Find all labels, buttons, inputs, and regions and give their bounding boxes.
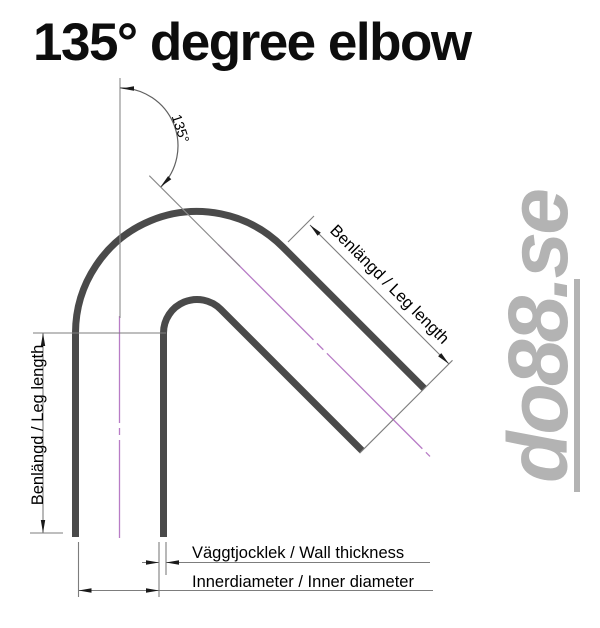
- diagonal-leg-centerline: [217, 243, 431, 457]
- angle-arc-bottom-arrow-icon: [160, 176, 172, 187]
- inner-diameter-dimension: Innerdiameter / Inner diameter: [77, 542, 433, 597]
- watermark-logo: do88.se: [491, 190, 585, 492]
- angle-dimension: 135°: [119, 78, 241, 318]
- inner-diameter-right-arrow-icon: [146, 588, 159, 593]
- angle-diagonal-extension-line: [148, 175, 241, 267]
- pipe-inner-wall: [160, 296, 365, 537]
- diagonal-leg-lower-arrow-icon: [438, 353, 449, 364]
- diagonal-leg-end-extension-line: [359, 359, 453, 454]
- wall-thickness-left-arrow-icon: [166, 560, 179, 565]
- inner-diameter-label: Innerdiameter / Inner diameter: [192, 573, 414, 591]
- wall-thickness-label: Väggtjocklek / Wall thickness: [192, 544, 404, 562]
- left-leg-bottom-arrow-icon: [40, 520, 46, 533]
- pipe-outer-wall: [72, 208, 427, 537]
- page-title: 135° degree elbow: [33, 13, 472, 72]
- diagonal-leg-dimension-line: [309, 224, 450, 365]
- diagonal-leg-label: Benlängd / Leg length: [326, 221, 452, 347]
- wall-thickness-right-arrow-icon: [146, 560, 159, 565]
- angle-arc-top-arrow-icon: [121, 86, 134, 91]
- wall-thickness-dimension: Väggtjocklek / Wall thickness: [142, 542, 430, 597]
- left-leg-dimension: Benlängd / Leg length: [29, 332, 166, 534]
- pipe-body: [72, 208, 427, 537]
- angle-label: 135°: [169, 112, 193, 144]
- angle-arc: [119, 87, 179, 188]
- inner-diameter-left-arrow-icon: [78, 588, 92, 593]
- watermark-text: do88.se: [491, 190, 585, 483]
- diagonal-leg-upper-extension-line: [287, 215, 315, 243]
- left-leg-label: Benlängd / Leg length: [29, 345, 47, 506]
- diagonal-leg-upper-arrow-icon: [310, 225, 321, 236]
- centerlines: [118, 243, 431, 538]
- left-leg-top-arrow-icon: [40, 333, 46, 346]
